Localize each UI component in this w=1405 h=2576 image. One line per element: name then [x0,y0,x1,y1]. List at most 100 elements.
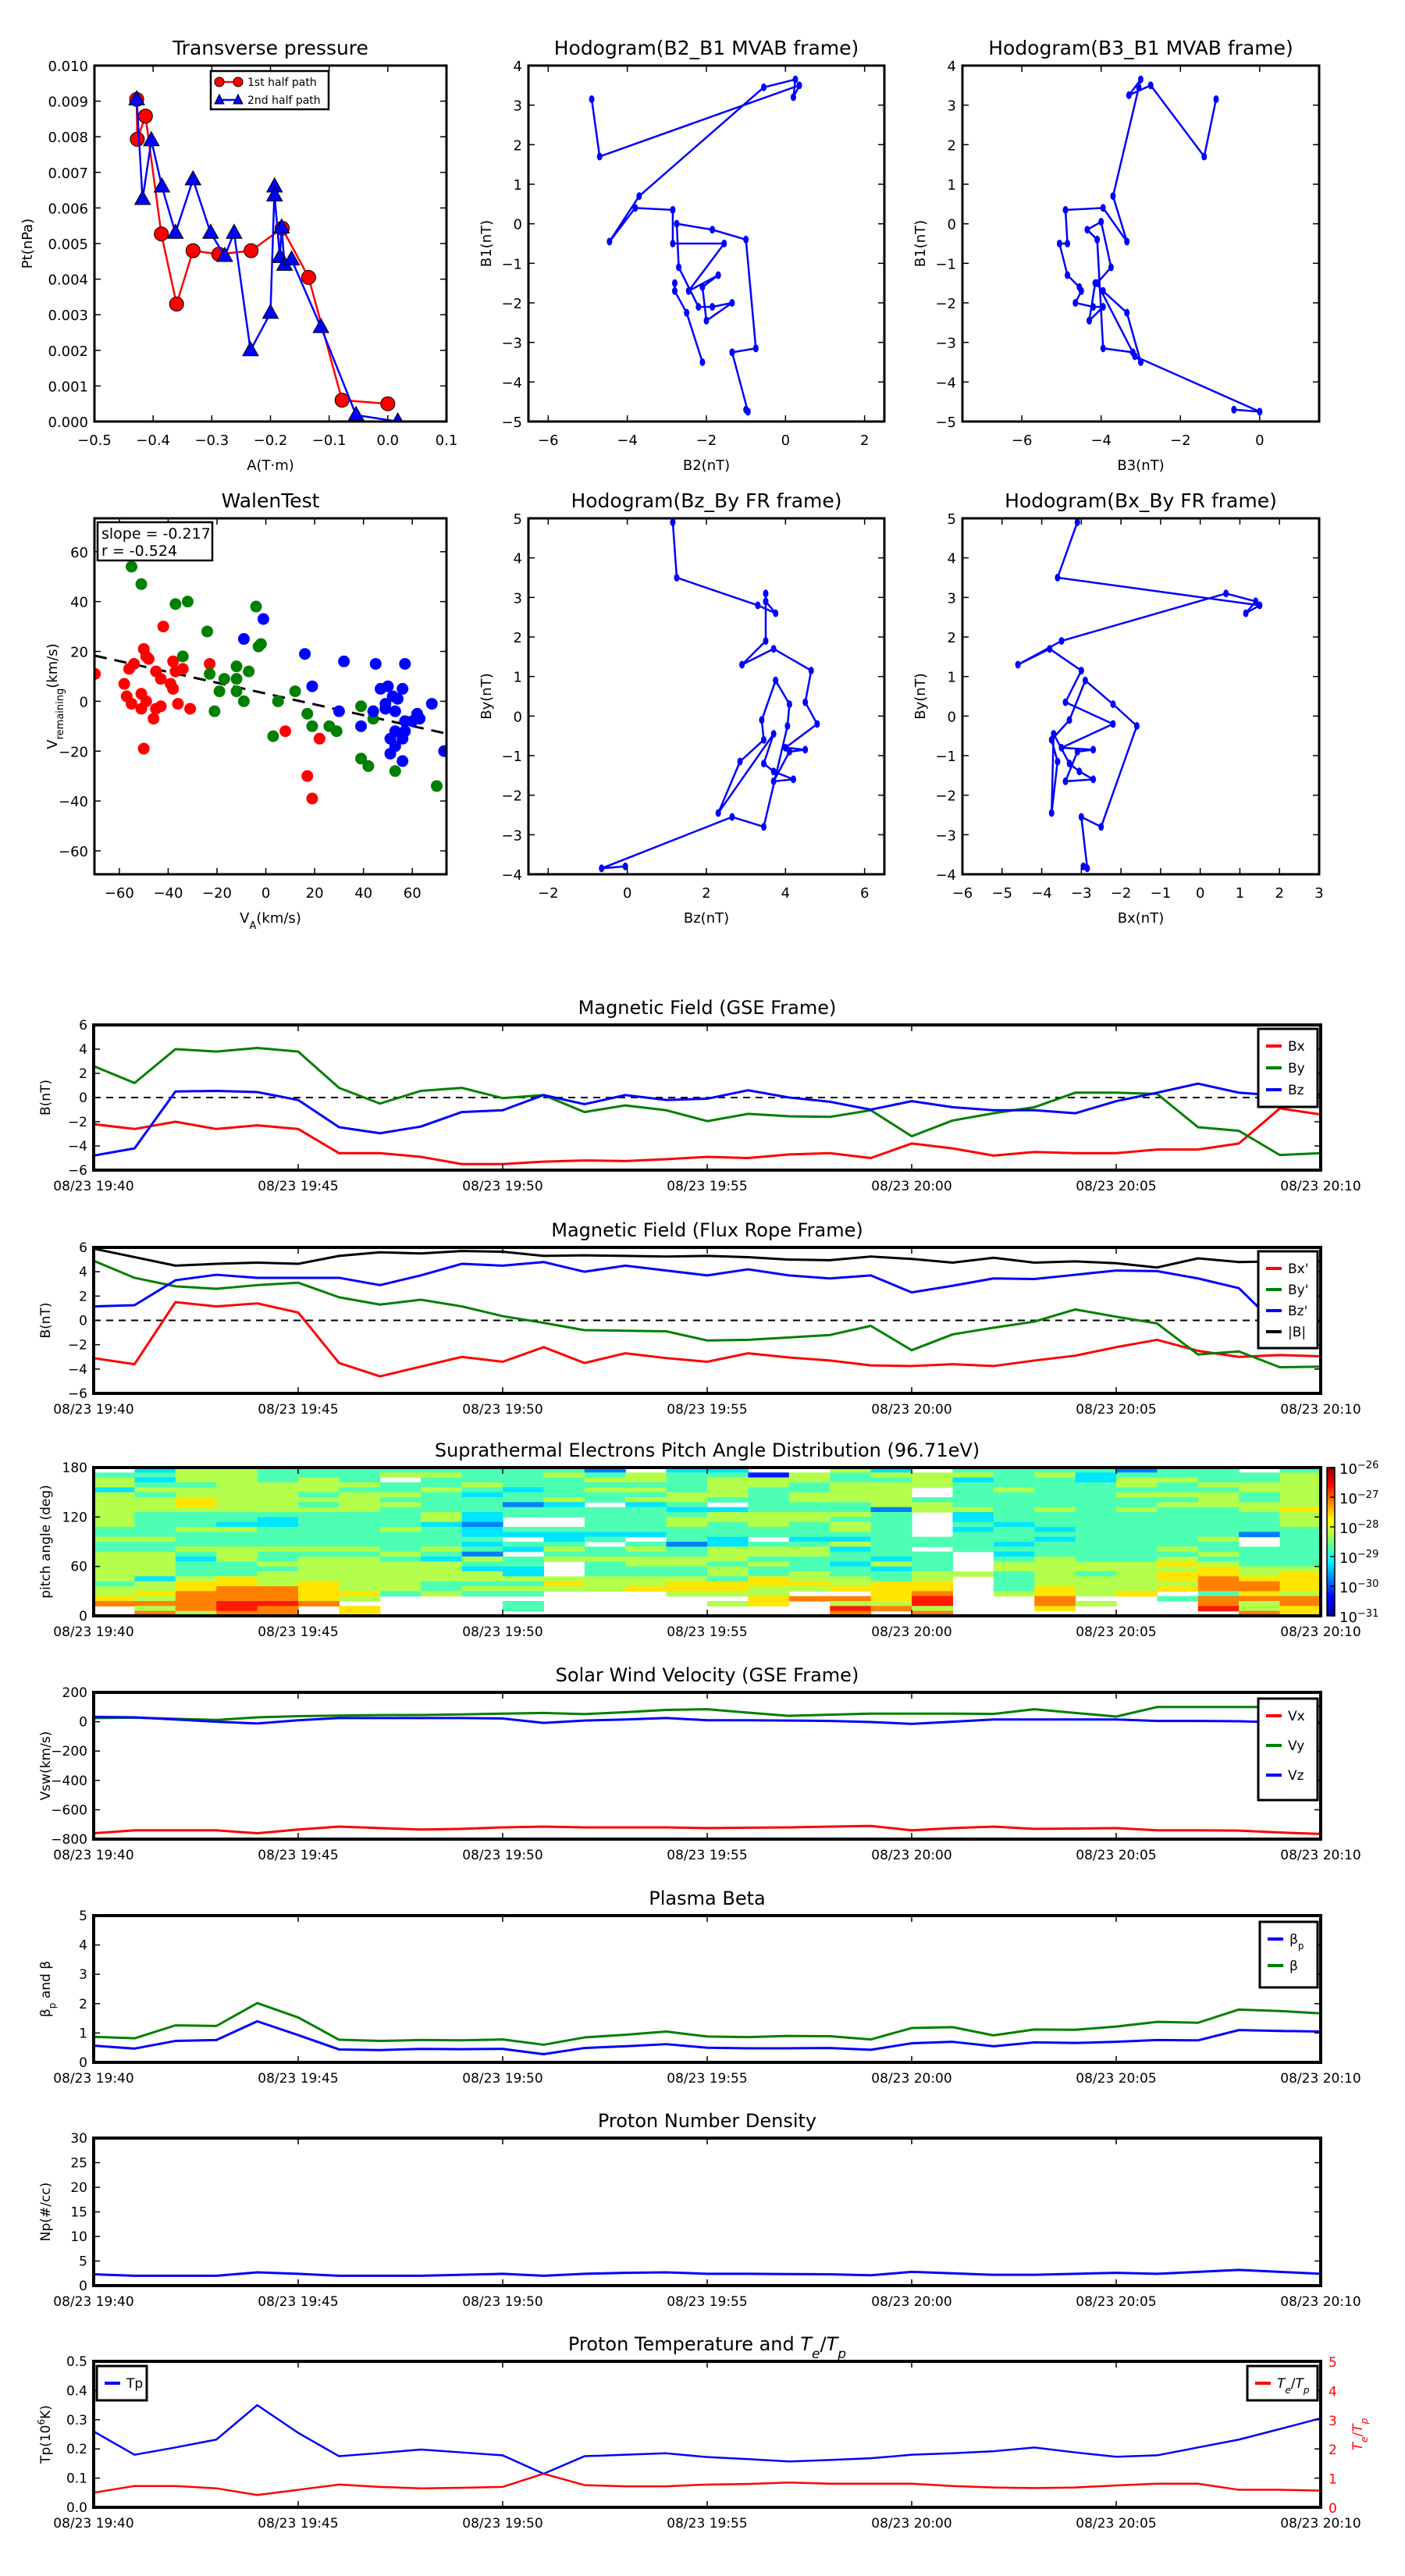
heatmap-cell [216,1536,258,1542]
heatmap-cell [830,1482,872,1488]
x-tick-label: 08/23 19:45 [258,2516,338,2532]
heatmap-cell [1116,1487,1158,1493]
axes-frame [93,517,448,876]
data-point [760,735,767,744]
data-point [167,655,180,667]
heatmap-cell [379,1527,422,1532]
heatmap-cell [1239,1576,1281,1582]
y-tick-label: 3 [514,98,522,115]
heatmap-cell [1075,1472,1117,1478]
data-point [752,344,759,353]
heatmap-cell [503,1492,544,1498]
heatmap-cell [503,1477,544,1483]
heatmap-cell [1034,1517,1076,1523]
series-line-2 [94,1082,1321,1157]
heatmap-cell [666,1468,708,1473]
heatmap-cell [1279,1571,1321,1577]
data-point [301,269,316,285]
series-line-2 [94,1715,1321,1725]
heatmap-cell [707,1542,749,1547]
heatmap-cell [461,1536,503,1542]
x-tick-label: 60 [404,885,422,902]
heatmap-cell [298,1551,340,1557]
data-point [1078,813,1084,821]
x-tick-label: −3 [1071,885,1092,902]
heatmap-cell [421,1561,463,1567]
heatmap-cell [421,1591,463,1597]
heatmap-cell [1075,1546,1117,1553]
chart-title: Magnetic Field (GSE Frame) [578,997,837,1019]
heatmap-cell [748,1596,790,1602]
heatmap-cell [134,1527,176,1532]
heatmap-cell [912,1601,953,1606]
heatmap-cell [461,1546,503,1553]
series-0 [1015,518,1263,873]
y-tick-label: 2 [948,137,956,154]
data-point [126,560,138,573]
data-point [1110,700,1116,709]
plot-area [1015,518,1263,873]
heatmap-cell [94,1601,135,1606]
heatmap-cell [1279,1591,1321,1597]
data-point [399,725,411,738]
series-line-1 [94,2001,1321,2046]
data-point [674,574,680,582]
y-tick-label: 4 [948,551,956,568]
heatmap-cell [625,1477,667,1483]
heatmap-cell [461,1512,503,1517]
heatmap-cell [298,1591,340,1597]
x-tick-label: 08/23 19:40 [53,1402,133,1418]
y-tick-label: 5 [514,511,522,528]
heatmap-cell [707,1546,749,1553]
data-point [606,237,613,246]
heatmap-cell [748,1571,790,1577]
data-point [786,700,792,709]
heatmap-cell [666,1546,708,1553]
legend-label: β [1289,1959,1298,1974]
heatmap-cell [175,1566,217,1572]
heatmap-cell [298,1487,340,1493]
heatmap-cell [339,1546,381,1553]
data-point [216,246,233,262]
chart-10: Plasma Beta βp and β 08/23 19:40 08/23 19:4… [38,1888,1361,2087]
data-point [157,621,169,633]
heatmap-cell [461,1477,503,1483]
heatmap-cell [1116,1576,1158,1582]
heatmap-cell [298,1536,340,1542]
heatmap-cell [1157,1536,1199,1542]
heatmap-cell [1197,1497,1240,1503]
heatmap-cell [1075,1497,1117,1503]
heatmap-cell [1034,1477,1076,1483]
legend-label: Vz [1288,1768,1304,1784]
heatmap-cell [461,1576,503,1582]
x-tick-label: 08/23 19:50 [462,1624,542,1640]
heatmap-cell [788,1482,831,1488]
heatmap-cell [216,1542,258,1547]
colorbar-label: 10−29 [1339,1549,1378,1567]
heatmap-cell [1197,1521,1240,1528]
heatmap-cell [707,1566,749,1572]
heatmap-cell [788,1546,831,1553]
axes-frame [527,64,886,423]
heatmap-cell [421,1571,463,1577]
data-point [306,720,318,732]
y-tick-label: 1 [948,177,956,194]
data-point [166,223,184,239]
heatmap-cell [257,1546,299,1553]
heatmap-cell [134,1596,176,1602]
plot-area [94,1247,1321,1378]
y-tick-label: 200 [62,1685,87,1701]
heatmap-cell [175,1551,217,1557]
y-tick-label: −60 [59,844,88,860]
y-axis-label: B1(nT) [478,220,495,267]
x-tick-label: 08/23 19:50 [462,2294,542,2310]
heatmap-cell [134,1551,176,1557]
y-tick-label: 0 [514,217,522,233]
data-point [355,753,368,765]
data-point [135,578,148,590]
data-point [118,678,130,690]
y-axis-label: Tp(106K) [36,2405,54,2464]
heatmap-cell [1239,1472,1281,1478]
legend-box [1258,1920,1319,1989]
heatmap-cell [461,1487,503,1493]
